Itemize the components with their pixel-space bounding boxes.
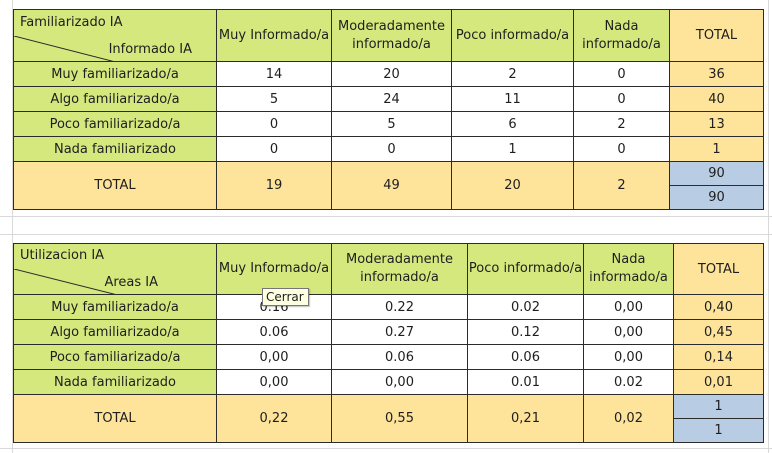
- data-cell: 0,00: [331, 369, 468, 395]
- column-header: Moderadamente informado/a: [331, 243, 468, 295]
- column-total-cell: 0,21: [467, 394, 584, 443]
- total-row: TOTAL 0,22 0,55 0,21 0,02 1: [13, 394, 764, 443]
- data-cell: 0,00: [583, 319, 674, 345]
- sheet-gridline: [0, 234, 772, 235]
- grand-total-cell: 90: [669, 161, 764, 186]
- sheet-gridline: [12, 0, 13, 453]
- row-header: Poco familiarizado/a: [13, 344, 217, 370]
- grand-total-cell: 1: [673, 418, 764, 443]
- total-row-label: TOTAL: [13, 161, 217, 210]
- column-header: Moderadamente informado/a: [331, 9, 452, 62]
- diagonal-divider: [14, 35, 114, 61]
- data-cell: 0,00: [216, 369, 332, 395]
- column-header: Nada informado/a: [583, 243, 674, 295]
- data-cell: 14: [216, 61, 332, 87]
- data-cell: 0.01: [467, 369, 584, 395]
- total-column-header: TOTAL: [673, 243, 764, 295]
- row-header: Muy familiarizado/a: [13, 294, 217, 320]
- data-cell: 0.02: [583, 369, 674, 395]
- data-cell: 0: [216, 136, 332, 162]
- diagonal-divider: [14, 269, 114, 294]
- data-cell: 2: [573, 111, 670, 137]
- data-cell: 6: [451, 111, 574, 137]
- total-row: TOTAL 19 49 20 2 90: [13, 161, 764, 210]
- data-cell: 0.02: [467, 294, 584, 320]
- corner-top-label: Informado IA: [108, 41, 192, 57]
- table-row: Algo familiarizado/a 0.06 0.27 0.12 0,00…: [13, 319, 764, 345]
- data-cell: 11: [451, 86, 574, 112]
- data-cell: 1: [451, 136, 574, 162]
- data-cell: 24: [331, 86, 452, 112]
- column-total-cell: 0,02: [583, 394, 674, 443]
- column-total-cell: 0,55: [331, 394, 468, 443]
- corner-header-cell: Informado IA Familiarizado IA: [13, 9, 217, 62]
- table-row: Muy familiarizado/a 14 20 2 0 36: [13, 61, 764, 87]
- familiarity-counts-table: Informado IA Familiarizado IA Muy Inform…: [13, 9, 764, 210]
- data-cell: 0: [573, 86, 670, 112]
- corner-bottom-label: Familiarizado IA: [20, 14, 123, 30]
- data-cell: 0.22: [331, 294, 468, 320]
- data-cell: 0: [573, 136, 670, 162]
- data-cell: 5: [331, 111, 452, 137]
- table-row: Poco familiarizado/a 0,00 0.06 0.06 0,00…: [13, 344, 764, 370]
- column-header: Poco informado/a: [451, 9, 574, 62]
- sheet-gridline: [768, 0, 769, 453]
- column-header: Muy Informado/a: [216, 243, 332, 295]
- row-header: Algo familiarizado/a: [13, 319, 217, 345]
- total-row-label: TOTAL: [13, 394, 217, 443]
- column-header: Muy Informado/a: [216, 9, 332, 62]
- data-cell: 0.06: [216, 319, 332, 345]
- row-header: Muy familiarizado/a: [13, 61, 217, 87]
- data-cell: 0: [216, 111, 332, 137]
- row-header: Algo familiarizado/a: [13, 86, 217, 112]
- row-total-cell: 36: [669, 61, 764, 87]
- total-column-header: TOTAL: [669, 9, 764, 62]
- grand-total-cell: 1: [673, 394, 764, 419]
- column-header: Nada informado/a: [573, 9, 670, 62]
- column-total-cell: 20: [451, 161, 574, 210]
- data-cell: 0.06: [331, 344, 468, 370]
- data-cell: 0.12: [467, 319, 584, 345]
- row-total-cell: 0,01: [673, 369, 764, 395]
- corner-header-cell: Areas IA Utilizacion IA: [13, 243, 217, 295]
- data-cell: 0,00: [216, 344, 332, 370]
- row-header: Nada familiarizado: [13, 369, 217, 395]
- data-cell: 5: [216, 86, 332, 112]
- table-row: Poco familiarizado/a 0 5 6 2 13: [13, 111, 764, 137]
- data-cell: 0,00: [583, 344, 674, 370]
- column-header: Poco informado/a: [467, 243, 584, 295]
- sheet-gridline: [0, 448, 772, 449]
- data-cell: 20: [331, 61, 452, 87]
- column-total-cell: 49: [331, 161, 452, 210]
- table-row: Muy familiarizado/a 0.16 0.22 0.02 0,00 …: [13, 294, 764, 320]
- grand-total-cell: 90: [669, 185, 764, 210]
- table-row: Nada familiarizado 0,00 0,00 0.01 0.02 0…: [13, 369, 764, 395]
- row-header: Nada familiarizado: [13, 136, 217, 162]
- data-cell: 0.06: [467, 344, 584, 370]
- data-cell: 0,00: [583, 294, 674, 320]
- row-total-cell: 13: [669, 111, 764, 137]
- column-total-cell: 0,22: [216, 394, 332, 443]
- proportions-table: Areas IA Utilizacion IA Muy Informado/a …: [13, 243, 764, 443]
- table-row: Algo familiarizado/a 5 24 11 0 40: [13, 86, 764, 112]
- column-total-cell: 19: [216, 161, 332, 210]
- row-total-cell: 0,40: [673, 294, 764, 320]
- sheet-gridline: [0, 216, 772, 217]
- data-cell: 2: [451, 61, 574, 87]
- row-total-cell: 0,14: [673, 344, 764, 370]
- data-cell: 0.27: [331, 319, 468, 345]
- table-row: Nada familiarizado 0 0 1 0 1: [13, 136, 764, 162]
- row-header: Poco familiarizado/a: [13, 111, 217, 137]
- corner-top-label: Areas IA: [104, 275, 158, 290]
- row-total-cell: 1: [669, 136, 764, 162]
- column-total-cell: 2: [573, 161, 670, 210]
- data-cell: 0: [573, 61, 670, 87]
- close-tooltip[interactable]: Cerrar: [262, 288, 309, 306]
- row-total-cell: 40: [669, 86, 764, 112]
- data-cell: 0: [331, 136, 452, 162]
- corner-bottom-label: Utilizacion IA: [20, 248, 105, 263]
- row-total-cell: 0,45: [673, 319, 764, 345]
